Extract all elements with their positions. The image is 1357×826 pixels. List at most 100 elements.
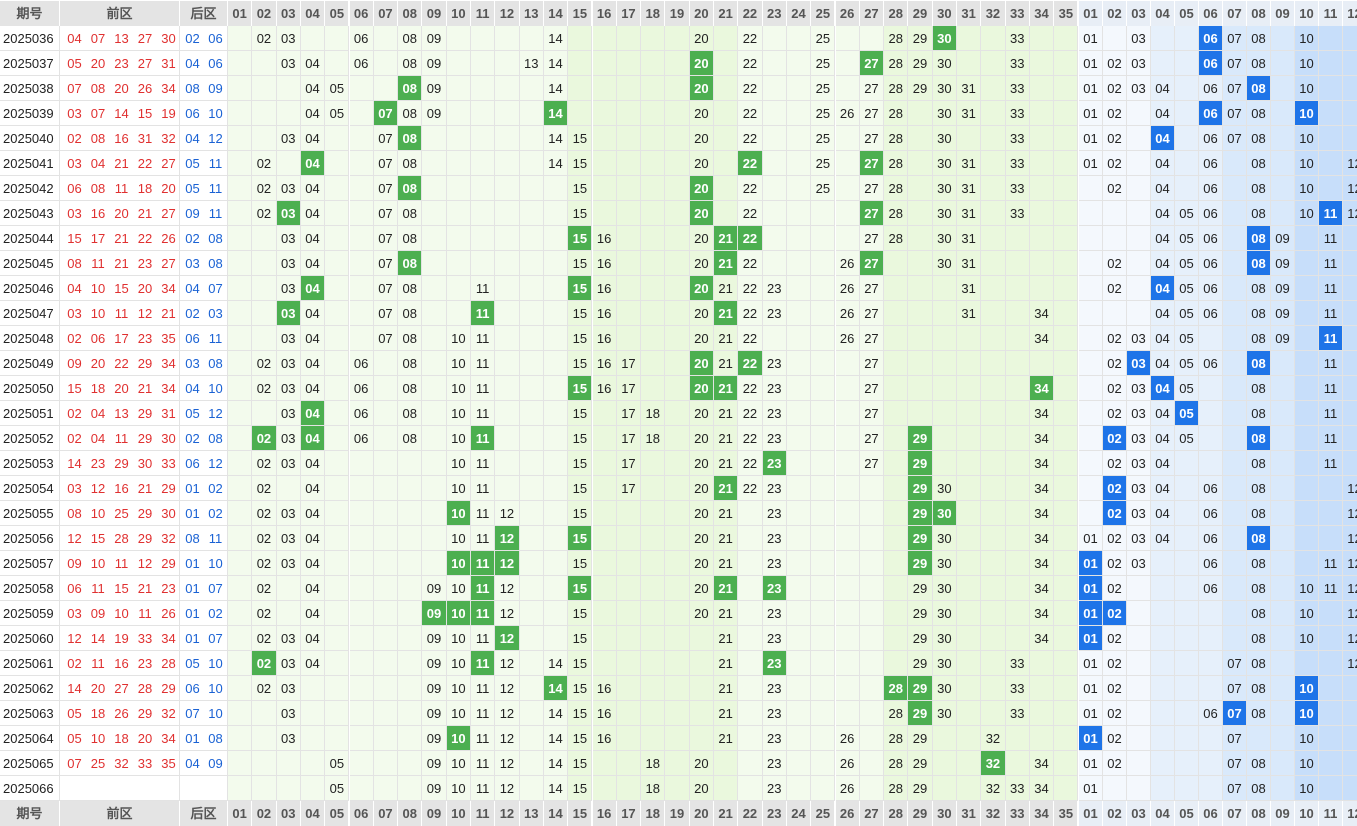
front-draw-number: 10 (90, 306, 106, 321)
issue-number[interactable]: 2025044 (0, 226, 60, 251)
back-trend-cell: 11 (1319, 576, 1343, 601)
back-trend-cell: 04 (1151, 251, 1175, 276)
front-trend-cell: 20 (689, 601, 714, 626)
issue-number[interactable]: 2025049 (0, 351, 60, 376)
issue-number[interactable]: 2025037 (0, 51, 60, 76)
front-trend-cell (471, 151, 496, 176)
front-trend-cell: 15 (568, 426, 593, 451)
front-trend-cell (786, 351, 812, 376)
issue-number[interactable]: 2025038 (0, 76, 60, 101)
front-hit-ball: 23 (762, 651, 787, 676)
back-trend-cell: 07 (1223, 51, 1247, 76)
issue-number[interactable]: 2025055 (0, 501, 60, 526)
front-trend-cell (228, 126, 253, 151)
issue-number[interactable]: 2025047 (0, 301, 60, 326)
issue-number[interactable]: 2025036 (0, 26, 60, 51)
back-trend-cell (1199, 751, 1223, 776)
front-trend-cell (714, 776, 739, 801)
front-trend-cell: 23 (762, 401, 787, 426)
issue-number[interactable]: 2025065 (0, 751, 60, 776)
front-draw-number: 28 (161, 656, 176, 671)
front-trend-cell (908, 251, 933, 276)
front-trend-cell (252, 401, 277, 426)
issue-number[interactable]: 2025051 (0, 401, 60, 426)
front-trend-cell: 28 (884, 176, 909, 201)
issue-number[interactable]: 2025059 (0, 601, 60, 626)
front-trend-cell: 03 (276, 126, 301, 151)
front-trend-cell (422, 401, 447, 426)
back-draw-number: 02 (185, 31, 200, 46)
issue-number[interactable]: 2025066 (0, 776, 60, 801)
issue-number[interactable]: 2025042 (0, 176, 60, 201)
front-trend-cell (252, 751, 277, 776)
front-trend-cell (373, 776, 399, 801)
front-trend-cell (325, 251, 350, 276)
back-trend-cell (1127, 126, 1151, 151)
issue-number[interactable]: 2025043 (0, 201, 60, 226)
front-trend-cell (325, 626, 350, 651)
front-trend-cell (616, 676, 642, 701)
issue-number[interactable]: 2025048 (0, 326, 60, 351)
issue-number[interactable]: 2025062 (0, 676, 60, 701)
back-draw-numbers: 06 10 (180, 101, 228, 126)
issue-number[interactable]: 2025058 (0, 576, 60, 601)
front-trend-cell (932, 726, 957, 751)
front-trend-cell (908, 401, 933, 426)
issue-number[interactable]: 2025045 (0, 251, 60, 276)
issue-number[interactable]: 2025053 (0, 451, 60, 476)
back-trend-cell (1079, 251, 1103, 276)
back-trend-cell (1343, 451, 1357, 476)
back-draw-number: 04 (185, 756, 200, 771)
front-hit-ball: 11 (471, 576, 496, 601)
issue-number[interactable]: 2025064 (0, 726, 60, 751)
issue-number[interactable]: 2025057 (0, 551, 60, 576)
front-trend-cell: 09 (422, 626, 447, 651)
issue-number[interactable]: 2025052 (0, 426, 60, 451)
front-trend-cell (884, 651, 909, 676)
issue-number[interactable]: 2025063 (0, 701, 60, 726)
front-trend-cell (471, 176, 496, 201)
front-trend-cell (616, 626, 642, 651)
issue-number[interactable]: 2025040 (0, 126, 60, 151)
back-trend-cell: 08 (1247, 501, 1271, 526)
back-trend-cell (1343, 426, 1357, 451)
front-trend-cell (325, 551, 350, 576)
back-trend-cell (1175, 751, 1199, 776)
issue-number[interactable]: 2025039 (0, 101, 60, 126)
back-draw-numbers: 08 09 (180, 76, 228, 101)
front-draw-number: 25 (114, 506, 129, 521)
front-hit-ball: 22 (738, 151, 763, 176)
front-hit-ball: 20 (689, 376, 714, 401)
front-trend-cell (349, 726, 374, 751)
back-trend-cell (1079, 301, 1103, 326)
front-trend-cell: 20 (689, 501, 714, 526)
issue-number[interactable]: 2025056 (0, 526, 60, 551)
back-trend-cell (1271, 126, 1295, 151)
front-trend-cell: 31 (957, 176, 982, 201)
front-draw-number: 18 (90, 706, 106, 721)
front-trend-cell (665, 551, 690, 576)
issue-number[interactable]: 2025054 (0, 476, 60, 501)
issue-number[interactable]: 2025041 (0, 151, 60, 176)
front-trend-cell: 31 (957, 151, 982, 176)
back-trend-cell: 08 (1247, 126, 1271, 151)
issue-number[interactable]: 2025061 (0, 651, 60, 676)
front-trend-cell (471, 126, 496, 151)
front-trend-cell (373, 351, 399, 376)
front-draw-numbers: 09 10 11 12 29 (60, 551, 180, 576)
back-trend-cell: 03 (1127, 526, 1151, 551)
back-trend-cell (1247, 726, 1271, 751)
back-trend-cell (1295, 276, 1319, 301)
front-trend-cell: 15 (568, 251, 593, 276)
back-trend-cell (1295, 301, 1319, 326)
front-hit-ball: 10 (446, 726, 471, 751)
front-trend-cell (519, 526, 544, 551)
front-trend-cell (592, 126, 617, 151)
issue-number[interactable]: 2025046 (0, 276, 60, 301)
issue-number[interactable]: 2025060 (0, 626, 60, 651)
front-trend-cell: 02 (252, 601, 277, 626)
front-trend-cell: 08 (398, 401, 423, 426)
issue-number[interactable]: 2025050 (0, 376, 60, 401)
back-trend-cell: 07 (1223, 751, 1247, 776)
front-trend-cell: 03 (276, 426, 301, 451)
